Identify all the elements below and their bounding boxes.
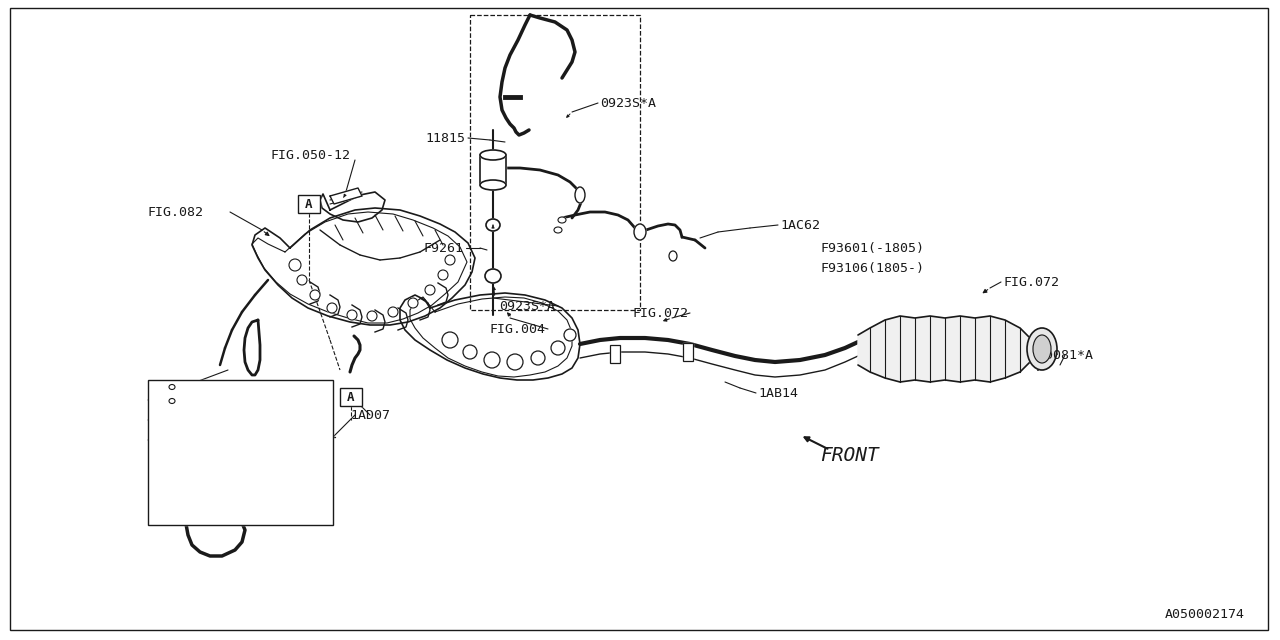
Text: 22314: 22314 — [219, 410, 256, 422]
Polygon shape — [330, 188, 362, 204]
Ellipse shape — [485, 269, 500, 283]
Bar — [148, 380, 333, 525]
Text: 1AB14: 1AB14 — [758, 387, 797, 399]
Circle shape — [550, 341, 564, 355]
Polygon shape — [989, 316, 1005, 382]
FancyBboxPatch shape — [340, 388, 362, 406]
Bar — [148, 380, 333, 525]
Circle shape — [438, 270, 448, 280]
Polygon shape — [884, 316, 900, 382]
Circle shape — [445, 255, 454, 265]
Bar — [611, 345, 620, 363]
Polygon shape — [1030, 338, 1038, 362]
Circle shape — [310, 290, 320, 300]
Circle shape — [484, 352, 500, 368]
Circle shape — [507, 354, 524, 370]
Circle shape — [347, 310, 357, 320]
Text: A: A — [347, 390, 355, 403]
Ellipse shape — [1027, 328, 1057, 370]
Circle shape — [297, 275, 307, 285]
Ellipse shape — [1033, 335, 1051, 363]
Polygon shape — [900, 316, 915, 382]
Text: FIG.082: FIG.082 — [147, 205, 204, 218]
Polygon shape — [1005, 320, 1020, 378]
Text: FIG.050-12: FIG.050-12 — [270, 148, 349, 161]
Polygon shape — [870, 320, 884, 378]
Ellipse shape — [554, 227, 562, 233]
Text: A: A — [305, 198, 312, 211]
Polygon shape — [975, 316, 989, 382]
Polygon shape — [1020, 328, 1030, 372]
Bar — [611, 345, 620, 363]
Text: 1AD08: 1AD08 — [252, 381, 289, 394]
Circle shape — [425, 285, 435, 295]
Text: FIG.004: FIG.004 — [489, 323, 545, 335]
Text: FRONT: FRONT — [820, 445, 879, 465]
Ellipse shape — [558, 217, 566, 223]
Circle shape — [326, 303, 337, 313]
Text: 1AD07: 1AD07 — [349, 408, 390, 422]
Text: F93601(-1805): F93601(-1805) — [820, 241, 924, 255]
Text: A050002174: A050002174 — [1165, 609, 1245, 621]
Circle shape — [408, 298, 419, 308]
Text: 0923S*A: 0923S*A — [600, 97, 657, 109]
Circle shape — [367, 311, 378, 321]
Polygon shape — [960, 316, 975, 382]
Text: 0923S*A: 0923S*A — [499, 300, 556, 312]
Polygon shape — [915, 316, 931, 382]
Polygon shape — [480, 155, 506, 185]
Text: FIG.072: FIG.072 — [632, 307, 689, 319]
Ellipse shape — [480, 180, 506, 190]
Text: 11815: 11815 — [425, 131, 465, 145]
Bar — [684, 343, 692, 361]
Circle shape — [531, 351, 545, 365]
Text: 1AD09: 1AD09 — [197, 497, 234, 509]
Text: 1AD13: 1AD13 — [192, 431, 229, 445]
Bar — [684, 343, 692, 361]
Ellipse shape — [634, 224, 646, 240]
Circle shape — [289, 259, 301, 271]
Ellipse shape — [575, 187, 585, 203]
Text: 22310: 22310 — [285, 431, 323, 445]
Text: F9261: F9261 — [422, 241, 463, 255]
Text: FIG.072: FIG.072 — [1004, 275, 1059, 289]
Circle shape — [442, 332, 458, 348]
Ellipse shape — [486, 219, 500, 231]
Text: F93106(1805-): F93106(1805-) — [820, 262, 924, 275]
Circle shape — [463, 345, 477, 359]
Polygon shape — [931, 316, 945, 382]
Ellipse shape — [169, 399, 175, 403]
Ellipse shape — [480, 150, 506, 160]
Ellipse shape — [169, 385, 175, 390]
Polygon shape — [858, 328, 870, 372]
Polygon shape — [945, 316, 960, 382]
FancyBboxPatch shape — [298, 195, 320, 213]
Text: 99081*A: 99081*A — [1037, 349, 1093, 362]
Circle shape — [388, 307, 398, 317]
Ellipse shape — [669, 251, 677, 261]
Text: 1AC62: 1AC62 — [780, 218, 820, 232]
Circle shape — [564, 329, 576, 341]
